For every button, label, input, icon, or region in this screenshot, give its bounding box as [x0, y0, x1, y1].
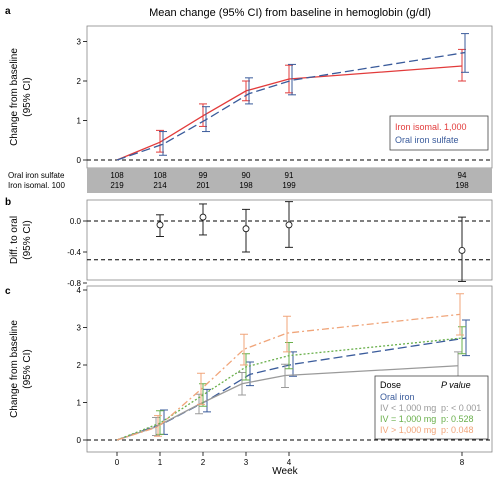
- panel-a-series-0-line: [116, 65, 463, 161]
- risk-table-row-label-1: Iron isomal. 100: [8, 181, 65, 190]
- risk-table-cell-1-0: 219: [110, 181, 124, 190]
- x-axis-label: Week: [272, 466, 298, 477]
- svg-text:Change from baseline: Change from baseline: [9, 48, 20, 146]
- panel-a-legend-entry-0: Iron isomal. 1,000: [395, 122, 467, 132]
- panel-a-ytick-label-2: 2: [77, 77, 82, 86]
- panel-b-point-4: [458, 246, 466, 254]
- panel-a-ylabel: Change from baseline (95% CI): [9, 48, 33, 146]
- panel-c-xtick-label-2: 2: [201, 458, 206, 467]
- panel-c-ytick-label-2: 2: [77, 361, 82, 370]
- panel-a-ytick-label-3: 3: [77, 38, 82, 47]
- panel-c-legend-box: [374, 375, 489, 440]
- panel-c-legend-entry-0: Oral iron: [380, 392, 415, 402]
- svg-text:Diff. to oral: Diff. to oral: [9, 216, 20, 264]
- panel-b-ytick-label-1: -0.4: [67, 248, 81, 257]
- panel-c-legend-p-1: p: < 0.001: [441, 403, 481, 413]
- risk-table-cell-0-2: 99: [199, 171, 208, 180]
- risk-table-cell-1-2: 201: [196, 181, 210, 190]
- panel-c-frame: [86, 285, 493, 453]
- svg-text:(95% CI): (95% CI): [22, 220, 33, 259]
- panel-b-ylabel: Diff. to oral (95% CI): [9, 216, 33, 264]
- risk-table-cell-0-3: 90: [242, 171, 251, 180]
- panel-c-legend-entry-1: IV < 1,000 mg: [380, 403, 436, 413]
- panel-b-point-3: [285, 221, 293, 229]
- panel-label-b: b: [5, 197, 11, 208]
- panel-a-ytick-label-1: 1: [77, 117, 82, 126]
- panel-a-legend-entry-1: Oral iron sulfate: [395, 135, 459, 145]
- risk-table-cell-0-4: 91: [285, 171, 294, 180]
- panel-c-legend-header-dose: Dose: [380, 380, 401, 390]
- panel-c-legend-header-p: P value: [441, 380, 471, 390]
- panel-c-ytick-label-1: 1: [77, 399, 82, 408]
- panel-a-legend: Iron isomal. 1,000 Oral iron sulfate: [389, 115, 489, 151]
- panel-label-a: a: [5, 6, 11, 17]
- panel-label-c: c: [5, 286, 11, 297]
- panel-c-ytick-label-0: 0: [77, 436, 82, 445]
- risk-table-cell-0-0: 108: [110, 171, 124, 180]
- panel-c-ytick-label-4: 4: [77, 286, 82, 295]
- panel-a-series-1-line: [116, 51, 466, 161]
- panel-b-frame: [86, 199, 493, 281]
- svg-text:(95% CI): (95% CI): [22, 77, 33, 116]
- risk-table-row-label-0: Oral iron sulfate: [8, 171, 65, 180]
- panel-b-point-0: [156, 221, 164, 229]
- risk-table-cell-1-5: 198: [455, 181, 469, 190]
- chart-title: Mean change (95% CI) from baseline in he…: [149, 7, 431, 19]
- panel-a-ytick-label-0: 0: [77, 156, 82, 165]
- panel-c-legend-entry-3: IV > 1,000 mg: [380, 425, 436, 435]
- risk-table-cell-1-4: 199: [282, 181, 296, 190]
- svg-text:(95% CI): (95% CI): [22, 349, 33, 388]
- panel-c-legend-p-2: p: 0.528: [441, 414, 474, 424]
- panel-c-xtick-label-1: 1: [158, 458, 163, 467]
- panel-c-xtick-label-0: 0: [115, 458, 120, 467]
- panel-c-ytick-label-3: 3: [77, 324, 82, 333]
- risk-table-cell-1-3: 198: [239, 181, 253, 190]
- panel-a-plot: 0 1 2 3 Iron isomal. 1,000 Oral iron sulfate O…: [8, 33, 492, 190]
- panel-c-legend-p-3: p: 0.048: [441, 425, 474, 435]
- panel-c-xtick-label-4: 4: [287, 458, 292, 467]
- panel-b-ytick-label-0: 0.0: [70, 217, 82, 226]
- panel-c-xtick-label-5: 8: [460, 458, 465, 467]
- panel-c-legend-entry-2: IV = 1,000 mg: [380, 414, 436, 424]
- panel-b-point-2: [242, 225, 250, 233]
- risk-table-cell-0-5: 94: [458, 171, 467, 180]
- panel-c-series-3-line: [116, 313, 461, 441]
- panel-b-point-1: [199, 213, 207, 221]
- risk-table-band: [87, 168, 492, 193]
- panel-c-ylabel: Change from baseline (95% CI): [9, 320, 33, 418]
- svg-text:Change from baseline: Change from baseline: [9, 320, 20, 418]
- panel-c-xtick-label-3: 3: [244, 458, 249, 467]
- risk-table-cell-1-1: 214: [153, 181, 167, 190]
- panel-b-plot: 0.0 -0.4 -0.8: [67, 201, 492, 288]
- panel-a-legend-box: [389, 115, 489, 151]
- risk-table-cell-0-1: 108: [153, 171, 167, 180]
- panel-b-ytick-label-2: -0.8: [67, 279, 81, 288]
